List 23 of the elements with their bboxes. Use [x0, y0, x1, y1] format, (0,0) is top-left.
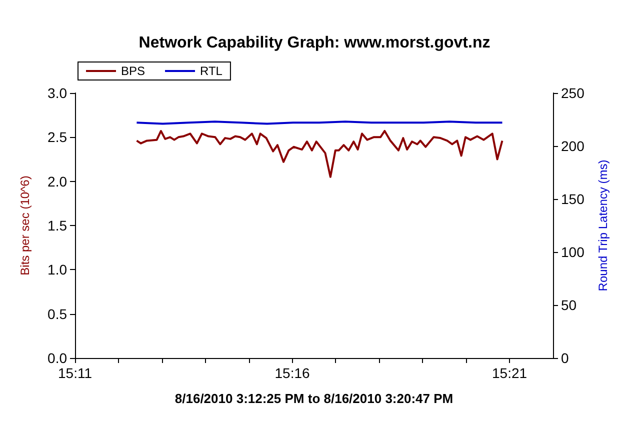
y-tick-label: 0.5 — [48, 306, 68, 322]
y-tick-label: 0.0 — [48, 350, 68, 366]
y2-tick-label: 150 — [561, 191, 585, 207]
x-tick-label: 15:11 — [58, 365, 92, 381]
y2-tick-label: 200 — [561, 138, 585, 154]
y-tick-label: 2.0 — [48, 173, 68, 190]
y2-tick-label: 50 — [561, 297, 577, 313]
legend-label: RTL — [200, 64, 223, 78]
line-series — [136, 130, 504, 178]
y2-tick-label: 100 — [561, 244, 585, 260]
chart-title: Network Capability Graph: www.morst.govt.nz — [138, 34, 490, 52]
y-tick-label: 2.5 — [48, 129, 68, 146]
y2-tick-label: 250 — [561, 85, 585, 101]
y-tick-label: 1.0 — [48, 262, 68, 278]
y-tick-label: 3.0 — [48, 85, 68, 101]
x-tick-label: 15:21 — [492, 365, 528, 381]
x-axis-title: 8/16/2010 3:12:25 PM to 8/16/2010 3:20:47 PM — [174, 391, 454, 406]
y2-tick-label: 0 — [561, 350, 569, 366]
y-tick-label: 1.5 — [48, 218, 68, 234]
x-tick-label: 15:16 — [274, 365, 310, 381]
y-axis-title: Bits per sec (10^6) — [18, 176, 32, 276]
y2-axis-title: Round Trip Latency (ms) — [596, 160, 610, 292]
legend-label: BPS — [121, 64, 146, 78]
